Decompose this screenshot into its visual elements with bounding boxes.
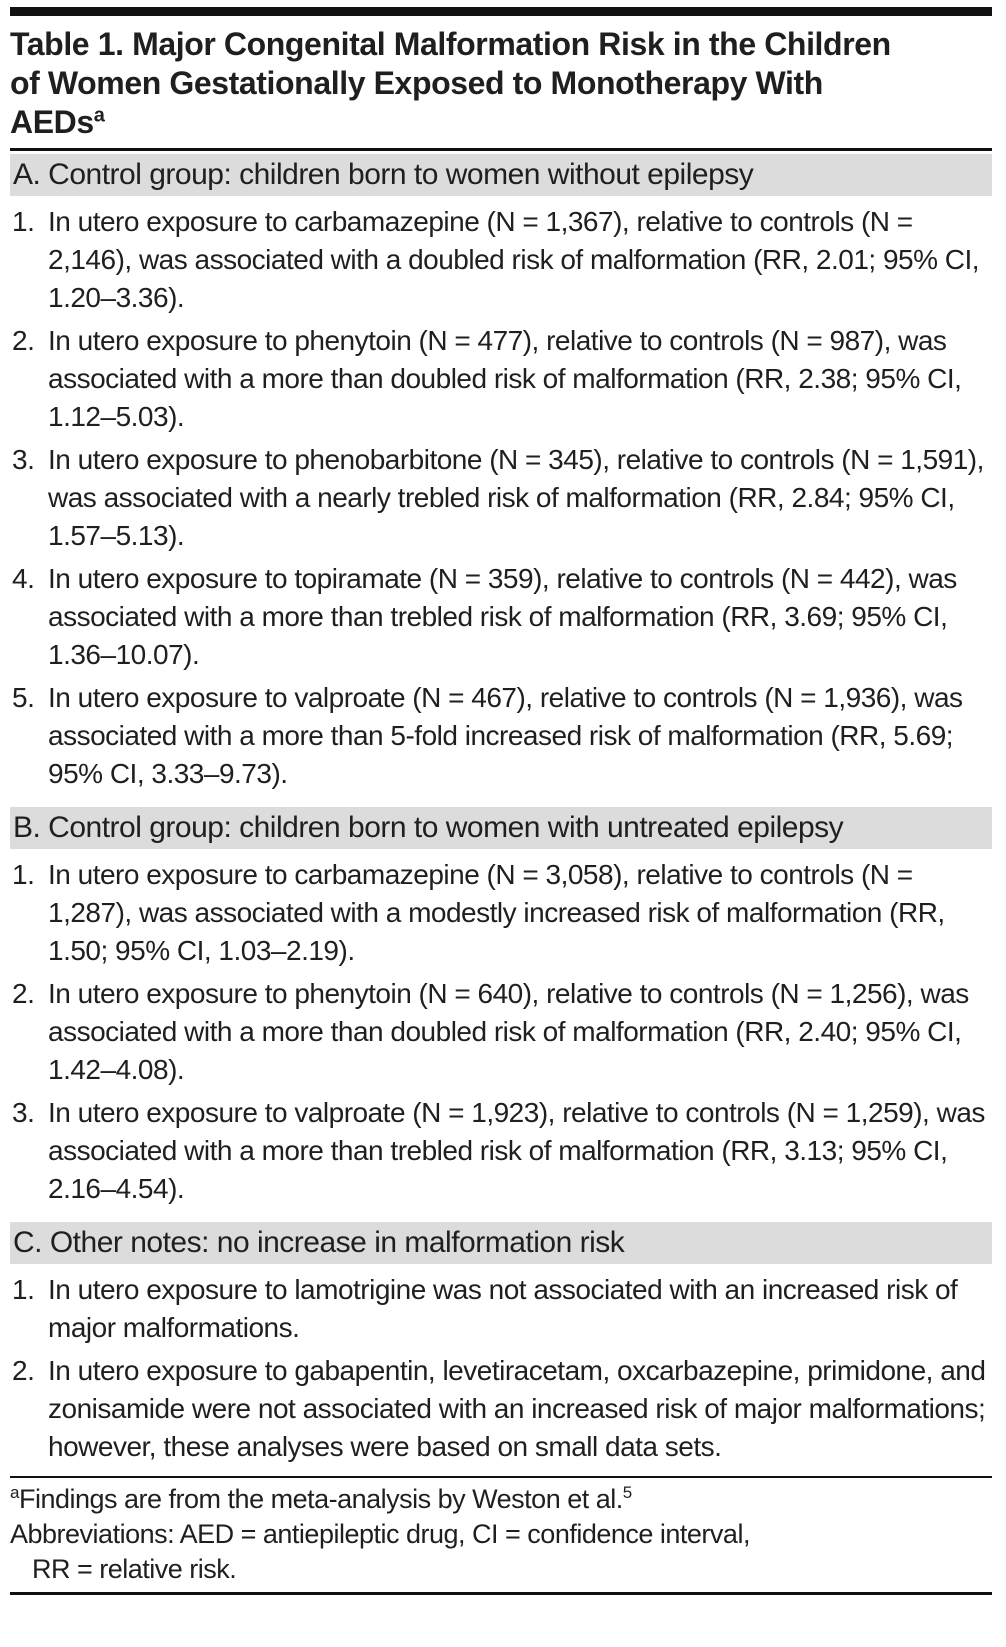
title-divider-rule <box>10 148 992 151</box>
footnote-abbreviations-line-2: RR = relative risk. <box>32 1554 237 1584</box>
item-number: 1. <box>12 859 35 890</box>
item-number: 2. <box>12 1355 35 1386</box>
top-rule-bar <box>10 7 992 16</box>
list-item: 3. In utero exposure to valproate (N = 1,… <box>10 1094 992 1208</box>
item-number: 3. <box>12 444 35 475</box>
list-item: 3. In utero exposure to phenobarbitone (N… <box>10 441 992 555</box>
section-a-header: A. Control group: children born to women… <box>10 154 992 196</box>
item-number: 4. <box>12 563 35 594</box>
item-number: 3. <box>12 1097 35 1128</box>
section-b-header: B. Control group: children born to women… <box>10 807 992 849</box>
item-text: In utero exposure to phenobarbitone (N =… <box>48 444 984 551</box>
list-item: 2. In utero exposure to phenytoin (N = 47… <box>10 322 992 436</box>
footnote-abbreviations-line-1: Abbreviations: AED = antiepileptic drug,… <box>10 1519 750 1549</box>
item-number: 2. <box>12 325 35 356</box>
footnote-source: aFindings are from the meta-analysis by … <box>10 1482 992 1517</box>
item-text: In utero exposure to valproate (N = 1,92… <box>48 1097 985 1204</box>
title-footnote-marker: a <box>93 104 105 127</box>
item-number: 5. <box>12 682 35 713</box>
item-text: In utero exposure to carbamazepine (N = … <box>48 206 980 313</box>
table-title-line-3-text: AEDs <box>10 104 94 140</box>
section-a: A. Control group: children born to women… <box>10 154 992 793</box>
footnote-marker: a <box>10 1483 19 1502</box>
list-item: 1. In utero exposure to lamotrigine was n… <box>10 1271 992 1347</box>
item-number: 1. <box>12 1274 35 1305</box>
table-title: Table 1. Major Congenital Malformation R… <box>10 25 992 142</box>
footnote-source-text: Findings are from the meta-analysis by W… <box>18 1484 623 1514</box>
item-number: 2. <box>12 978 35 1009</box>
item-number: 1. <box>12 206 35 237</box>
section-c-list: 1. In utero exposure to lamotrigine was n… <box>10 1271 992 1466</box>
section-b-list: 1. In utero exposure to carbamazepine (N … <box>10 856 992 1208</box>
item-text: In utero exposure to topiramate (N = 359… <box>48 563 957 670</box>
table-title-line-3: AEDsa <box>10 103 992 142</box>
list-item: 1. In utero exposure to carbamazepine (N … <box>10 203 992 317</box>
table-title-line-1: Table 1. Major Congenital Malformation R… <box>10 26 891 62</box>
section-c: C. Other notes: no increase in malformat… <box>10 1222 992 1466</box>
list-item: 5. In utero exposure to valproate (N = 46… <box>10 679 992 793</box>
item-text: In utero exposure to phenytoin (N = 477)… <box>48 325 962 432</box>
footnote-reference-number: 5 <box>622 1483 632 1502</box>
footnote-divider-rule <box>10 1476 992 1478</box>
list-item: 2. In utero exposure to phenytoin (N = 64… <box>10 975 992 1089</box>
item-text: In utero exposure to gabapentin, levetir… <box>48 1355 986 1462</box>
footnotes: aFindings are from the meta-analysis by … <box>10 1482 992 1587</box>
list-item: 4. In utero exposure to topiramate (N = 3… <box>10 560 992 674</box>
table-title-line-2: of Women Gestationally Exposed to Monoth… <box>10 65 823 101</box>
bottom-rule <box>10 1592 992 1595</box>
list-item: 2. In utero exposure to gabapentin, levet… <box>10 1352 992 1466</box>
section-a-list: 1. In utero exposure to carbamazepine (N … <box>10 203 992 793</box>
list-item: 1. In utero exposure to carbamazepine (N … <box>10 856 992 970</box>
item-text: In utero exposure to carbamazepine (N = … <box>48 859 945 966</box>
item-text: In utero exposure to phenytoin (N = 640)… <box>48 978 969 1085</box>
item-text: In utero exposure to lamotrigine was not… <box>48 1274 958 1343</box>
section-c-header: C. Other notes: no increase in malformat… <box>10 1222 992 1264</box>
item-text: In utero exposure to valproate (N = 467)… <box>48 682 963 789</box>
section-b: B. Control group: children born to women… <box>10 807 992 1208</box>
